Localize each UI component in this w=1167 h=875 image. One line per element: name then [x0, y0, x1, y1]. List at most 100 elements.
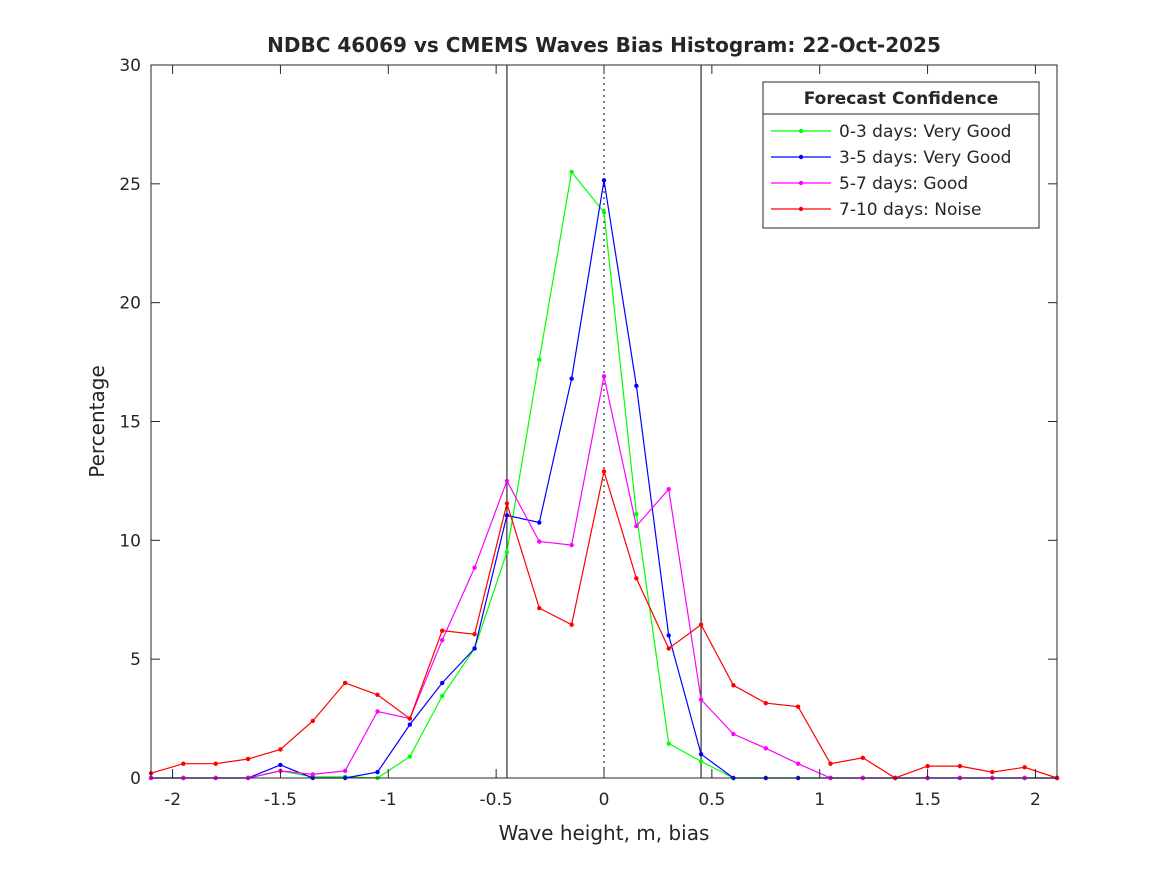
series-0-point: [666, 741, 671, 746]
series-3-point: [925, 763, 930, 769]
x-tick-label: -0.5: [480, 790, 513, 810]
series-2-point: [601, 374, 607, 379]
plot-frame: [150, 64, 1058, 779]
x-tick-label: 2: [1030, 790, 1041, 810]
legend-marker: [798, 128, 804, 134]
legend-entry-3: 7-10 days: Noise: [771, 200, 981, 220]
x-tick-label: 0: [599, 790, 610, 810]
y-tick-label: 30: [119, 56, 141, 76]
series-2-point: [666, 487, 671, 492]
series-3-point: [828, 761, 833, 766]
legend-box: [762, 81, 1040, 229]
series-1-point: [504, 513, 510, 518]
series-3-point: [698, 622, 704, 627]
series-1-point: [472, 646, 477, 651]
series-3-point: [375, 692, 380, 698]
series-1-point: [278, 762, 283, 768]
series-0-point: [569, 169, 574, 175]
series-0-point: [440, 693, 445, 699]
series-2-point: [763, 746, 768, 751]
series-3-point: [472, 632, 477, 637]
legend-label: 5-7 days: Good: [839, 174, 968, 194]
series-3-point: [310, 718, 315, 724]
series-3-point: [407, 716, 413, 721]
legend-label: 3-5 days: Very Good: [839, 148, 1011, 168]
x-tick-label: 1.5: [914, 790, 941, 810]
y-tick-label: 10: [119, 531, 141, 551]
series-0-point: [634, 511, 639, 517]
series-3-point: [990, 769, 995, 775]
legend-title: Forecast Confidence: [804, 89, 999, 109]
series-1-point: [569, 376, 574, 381]
legend: Forecast Confidence 0-3 days: Very Good 3-…: [762, 81, 1040, 229]
series-2-point: [440, 637, 445, 643]
series-0-point: [504, 550, 510, 555]
series-3-point: [245, 756, 251, 762]
legend-label: 0-3 days: Very Good: [839, 122, 1011, 142]
series-3-point: [440, 628, 445, 633]
legend-marker: [798, 180, 804, 186]
series-3-point: [957, 763, 963, 769]
x-tick-label: -1: [380, 790, 397, 810]
series-1-point: [634, 383, 639, 389]
chart-title: NDBC 46069 vs CMEMS Waves Bias Histogram…: [267, 33, 941, 57]
series-2-point: [731, 731, 736, 737]
x-tick-label: 0.5: [698, 790, 725, 810]
series-3-point: [504, 501, 510, 506]
series-3-point: [601, 469, 607, 474]
series-0-point: [698, 759, 704, 764]
series-3-point: [731, 683, 736, 688]
series-3-point: [634, 576, 639, 581]
series-2-point: [569, 542, 574, 548]
series-3: [148, 469, 1060, 781]
series-0-point: [407, 754, 413, 759]
legend-label: 7-10 days: Noise: [839, 200, 981, 220]
series-2-point: [342, 768, 348, 774]
series-3-point: [181, 761, 186, 766]
series-3-point: [569, 622, 574, 627]
series-3-point: [763, 700, 768, 706]
series-3-point: [1022, 765, 1027, 770]
series-2-point: [537, 539, 542, 544]
y-tick-label: 0: [130, 769, 141, 789]
series-1-point: [407, 722, 413, 727]
series-3-point: [860, 755, 866, 760]
series-2-point: [698, 697, 704, 702]
x-tick-label: -2: [164, 790, 181, 810]
legend-entry-0: 0-3 days: Very Good: [771, 122, 1011, 142]
series-1-point: [440, 680, 445, 686]
series-2-point: [310, 772, 315, 777]
series-layer: [148, 169, 1060, 781]
x-tick-label: -1.5: [264, 790, 297, 810]
series-2-point: [504, 478, 510, 484]
series-2-point: [634, 523, 639, 529]
series-3-point: [278, 747, 283, 752]
series-1-point: [375, 769, 380, 775]
reference-lines: [506, 65, 702, 778]
x-axis-label: Wave height, m, bias: [499, 821, 710, 845]
series-1-point: [537, 520, 542, 525]
series-1-point: [601, 178, 607, 183]
legend-marker: [798, 206, 804, 212]
series-2-point: [375, 709, 380, 714]
legend-entry-2: 5-7 days: Good: [771, 174, 968, 194]
series-2: [148, 374, 1060, 781]
series-3-point: [666, 646, 671, 651]
legend-marker: [798, 154, 804, 160]
series-2-point: [472, 565, 477, 570]
series-2-point: [795, 761, 801, 766]
series-3-point: [537, 605, 542, 611]
y-tick-label: 5: [130, 650, 141, 670]
y-tick-label: 15: [119, 413, 141, 433]
legend-entry-1: 3-5 days: Very Good: [771, 148, 1011, 168]
series-3-point: [213, 761, 218, 766]
series-1-point: [666, 633, 671, 638]
series-0-point: [601, 210, 607, 215]
y-tick-label: 25: [119, 175, 141, 195]
series-3-point: [795, 704, 801, 709]
x-tick-label: 1: [814, 790, 825, 810]
series-0-point: [537, 357, 542, 362]
y-tick-label: 20: [119, 294, 141, 314]
